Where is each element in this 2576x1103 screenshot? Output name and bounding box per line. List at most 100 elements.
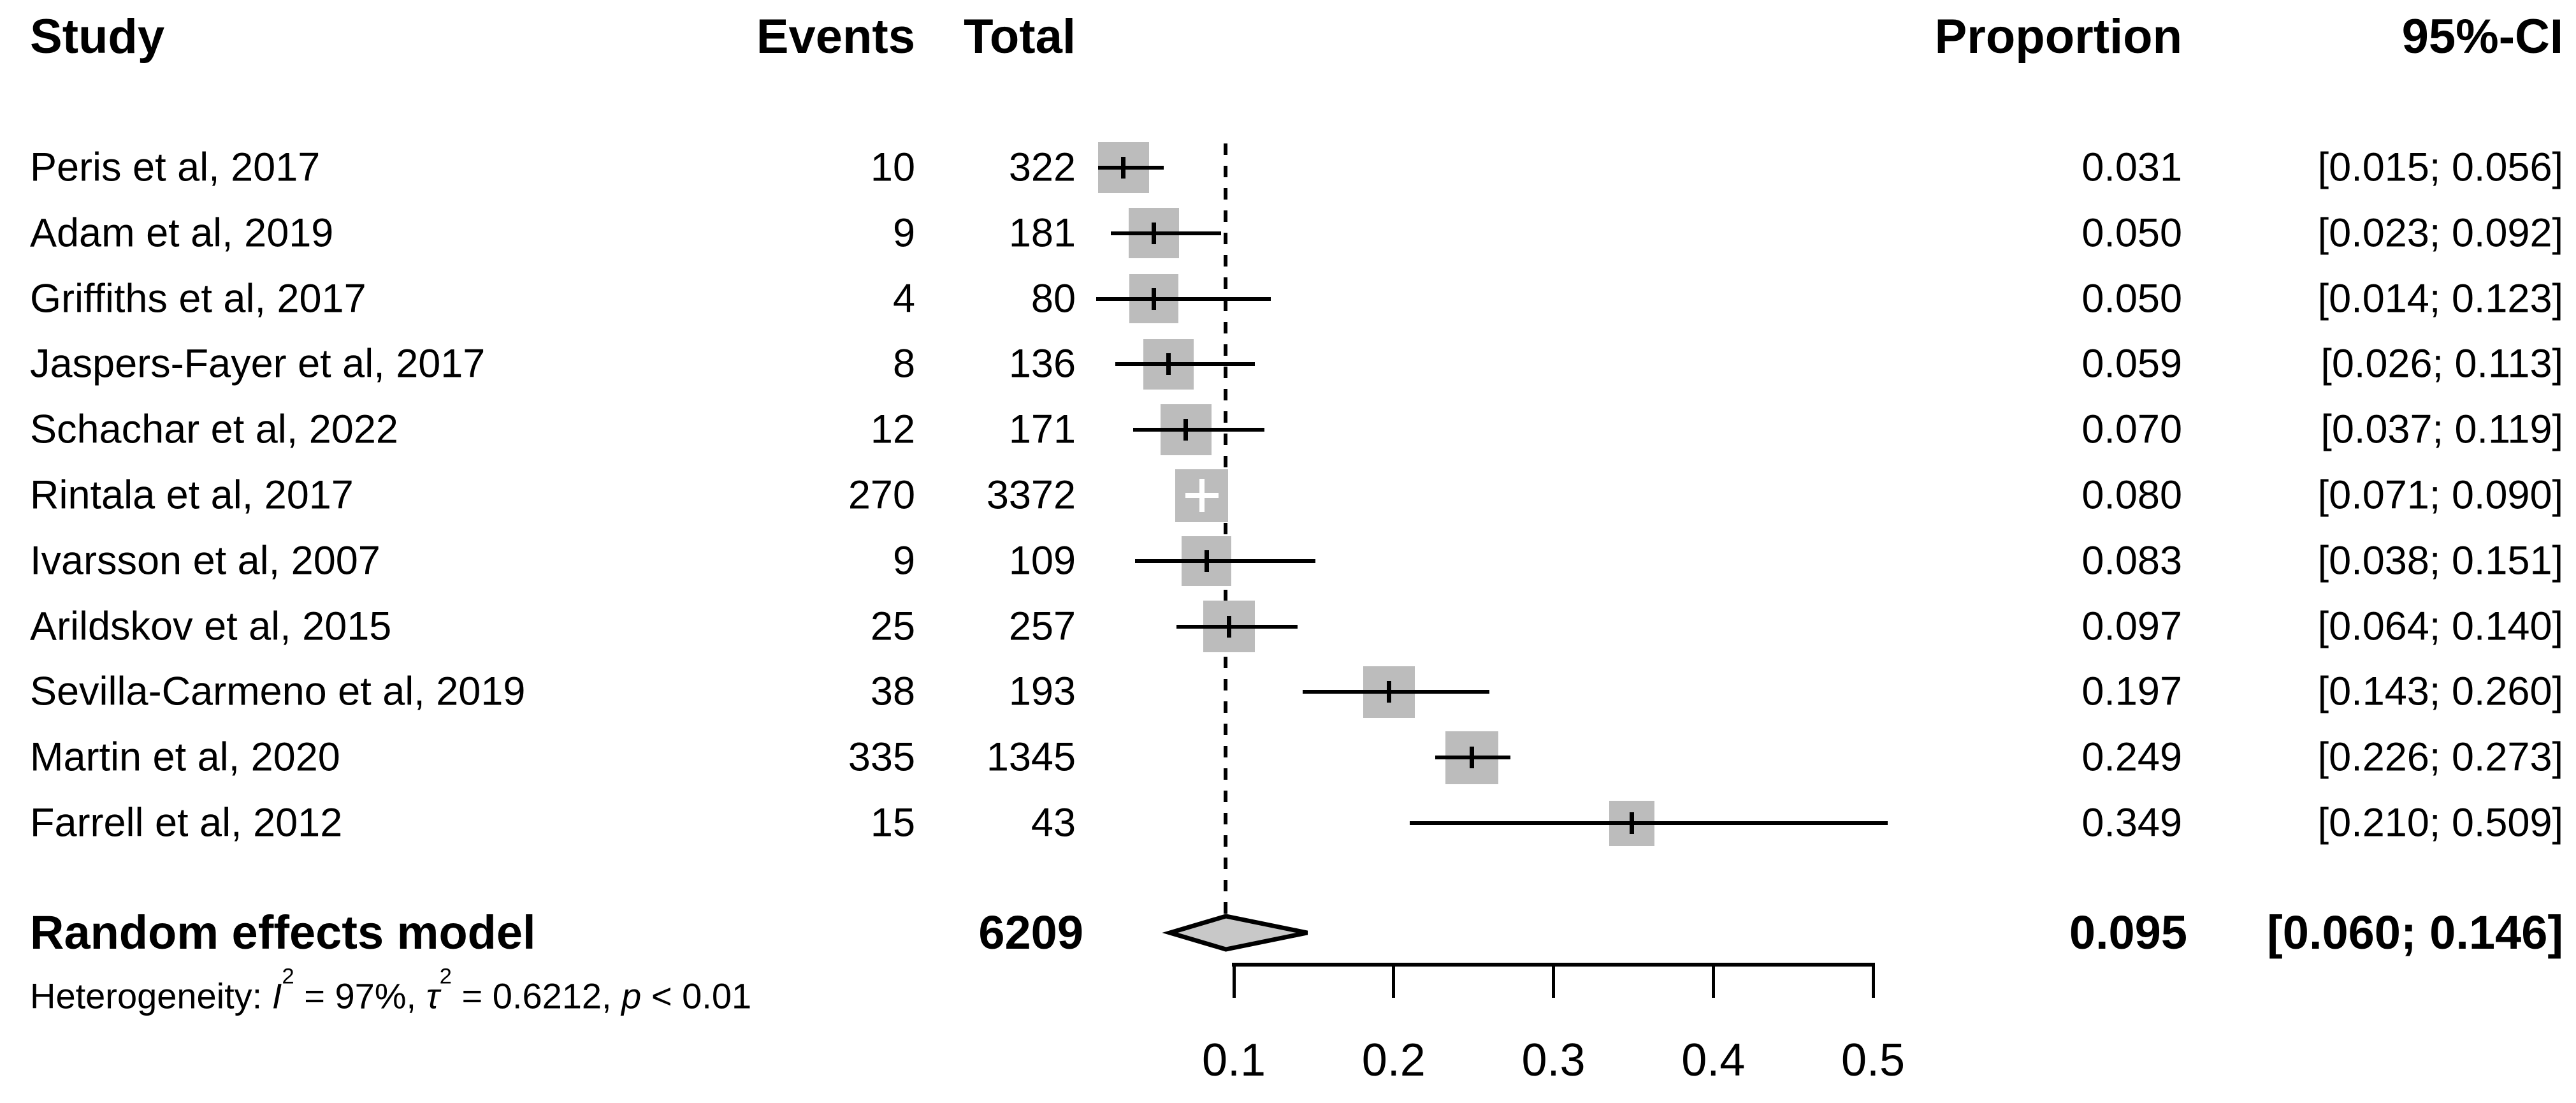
study-name: Farrell et al, 2012	[30, 800, 343, 845]
total-value: 193	[1008, 669, 1076, 714]
proportion-value: 0.197	[2081, 669, 2182, 714]
study-name: Schachar et al, 2022	[30, 407, 398, 452]
column-header-study: Study	[30, 10, 165, 64]
ci-value: [0.023; 0.092]	[2317, 210, 2563, 256]
proportion-value: 0.083	[2081, 538, 2182, 583]
study-name: Sevilla-Carmeno et al, 2019	[30, 669, 526, 714]
pooled-ci: [0.060; 0.146]	[2267, 906, 2563, 959]
ci-value: [0.071; 0.090]	[2317, 472, 2563, 518]
column-header-proportion: Proportion	[1934, 10, 2182, 64]
proportion-value: 0.080	[2081, 472, 2182, 518]
proportion-value: 0.070	[2081, 407, 2182, 452]
tau-squared-sup: 2	[439, 964, 452, 989]
proportion-value: 0.059	[2081, 341, 2182, 386]
study-name: Jaspers-Fayer et al, 2017	[30, 341, 486, 386]
events-value: 9	[892, 210, 915, 256]
proportion-value: 0.050	[2081, 210, 2182, 256]
axis-tick	[1552, 965, 1555, 998]
ci-value: [0.143; 0.260]	[2317, 669, 2563, 714]
study-name: Ivarsson et al, 2007	[30, 538, 380, 583]
point-estimate-tick-icon	[1121, 157, 1126, 179]
events-value: 12	[870, 407, 915, 452]
ci-whisker-line	[1409, 821, 1888, 825]
events-value: 335	[848, 734, 915, 780]
point-estimate-tick-icon	[1166, 353, 1171, 376]
point-estimate-tick-icon	[1152, 222, 1157, 244]
events-value: 25	[870, 604, 915, 649]
axis-tick-label: 0.5	[1841, 1035, 1906, 1086]
ci-value: [0.037; 0.119]	[2320, 407, 2563, 452]
point-estimate-tick-icon	[1386, 681, 1391, 703]
point-estimate-tick-icon	[1183, 419, 1189, 441]
heterogeneity-note: Heterogeneity: I2 = 97%, τ2 = 0.6212, p …	[30, 965, 752, 1016]
proportion-value: 0.031	[2081, 145, 2182, 190]
total-value: 181	[1008, 210, 1076, 256]
column-header-events: Events	[756, 10, 915, 64]
events-value: 10	[870, 145, 915, 190]
study-name: Rintala et al, 2017	[30, 472, 354, 518]
axis-tick	[1232, 965, 1236, 998]
study-name: Griffiths et al, 2017	[30, 276, 366, 321]
pooled-estimate-dashed-line	[1224, 143, 1228, 916]
tau-squared-value: = 0.6212,	[451, 975, 622, 1016]
total-value: 322	[1008, 145, 1076, 190]
events-value: 4	[892, 276, 915, 321]
p-value: < 0.01	[641, 975, 752, 1016]
i-squared-value: = 97%,	[294, 975, 426, 1016]
ci-whisker-line	[1110, 231, 1221, 235]
point-estimate-tick-icon	[1204, 550, 1209, 572]
proportion-value: 0.097	[2081, 604, 2182, 649]
ci-value: [0.026; 0.113]	[2320, 341, 2563, 386]
total-value: 257	[1008, 604, 1076, 649]
ci-whisker-line	[1134, 559, 1315, 563]
ci-value: [0.014; 0.123]	[2317, 276, 2563, 321]
proportion-value: 0.249	[2081, 734, 2182, 780]
total-value: 80	[1031, 276, 1076, 321]
pooled-diamond-icon	[1162, 914, 1308, 952]
study-name: Arildskov et al, 2015	[30, 604, 392, 649]
axis-tick	[1711, 965, 1715, 998]
total-value: 3372	[986, 472, 1076, 518]
axis-tick-label: 0.1	[1201, 1035, 1266, 1086]
pooled-total: 6209	[978, 906, 1083, 959]
column-header-ci: 95%-CI	[2401, 10, 2563, 64]
axis-tick-label: 0.3	[1521, 1035, 1586, 1086]
study-name: Peris et al, 2017	[30, 145, 321, 190]
axis-tick-label: 0.4	[1681, 1035, 1746, 1086]
ci-whisker-line	[1133, 428, 1264, 432]
pooled-label: Random effects model	[30, 906, 536, 959]
proportion-value: 0.349	[2081, 800, 2182, 845]
events-value: 38	[870, 669, 915, 714]
p-symbol: p	[621, 975, 642, 1016]
column-header-total: Total	[964, 10, 1076, 64]
total-value: 1345	[986, 734, 1076, 780]
proportion-value: 0.050	[2081, 276, 2182, 321]
i-squared-sup: 2	[282, 964, 294, 989]
ci-value: [0.015; 0.056]	[2317, 145, 2563, 190]
ci-whisker-line	[1176, 624, 1298, 629]
study-name: Martin et al, 2020	[30, 734, 340, 780]
axis-tick	[1871, 965, 1875, 998]
events-value: 8	[892, 341, 915, 386]
ci-value: [0.226; 0.273]	[2317, 734, 2563, 780]
axis-tick-label: 0.2	[1361, 1035, 1426, 1086]
ci-whisker-line	[1115, 362, 1255, 367]
ci-whisker-line	[1096, 296, 1271, 301]
ci-value: [0.038; 0.151]	[2317, 538, 2563, 583]
axis-tick	[1392, 965, 1396, 998]
events-value: 9	[892, 538, 915, 583]
tau-squared-symbol: τ	[426, 975, 440, 1016]
ci-value: [0.210; 0.509]	[2317, 800, 2563, 845]
point-estimate-tick-icon	[1629, 812, 1634, 834]
heterogeneity-prefix: Heterogeneity:	[30, 975, 272, 1016]
ci-whisker-line	[1302, 690, 1490, 694]
events-value: 270	[848, 472, 915, 518]
study-name: Adam et al, 2019	[30, 210, 334, 256]
point-estimate-tick-icon	[1226, 615, 1231, 638]
point-estimate-tick-icon	[1470, 747, 1475, 769]
total-value: 109	[1008, 538, 1076, 583]
total-value: 136	[1008, 341, 1076, 386]
point-estimate-plus-icon	[1185, 493, 1219, 498]
point-estimate-tick-icon	[1152, 288, 1157, 310]
